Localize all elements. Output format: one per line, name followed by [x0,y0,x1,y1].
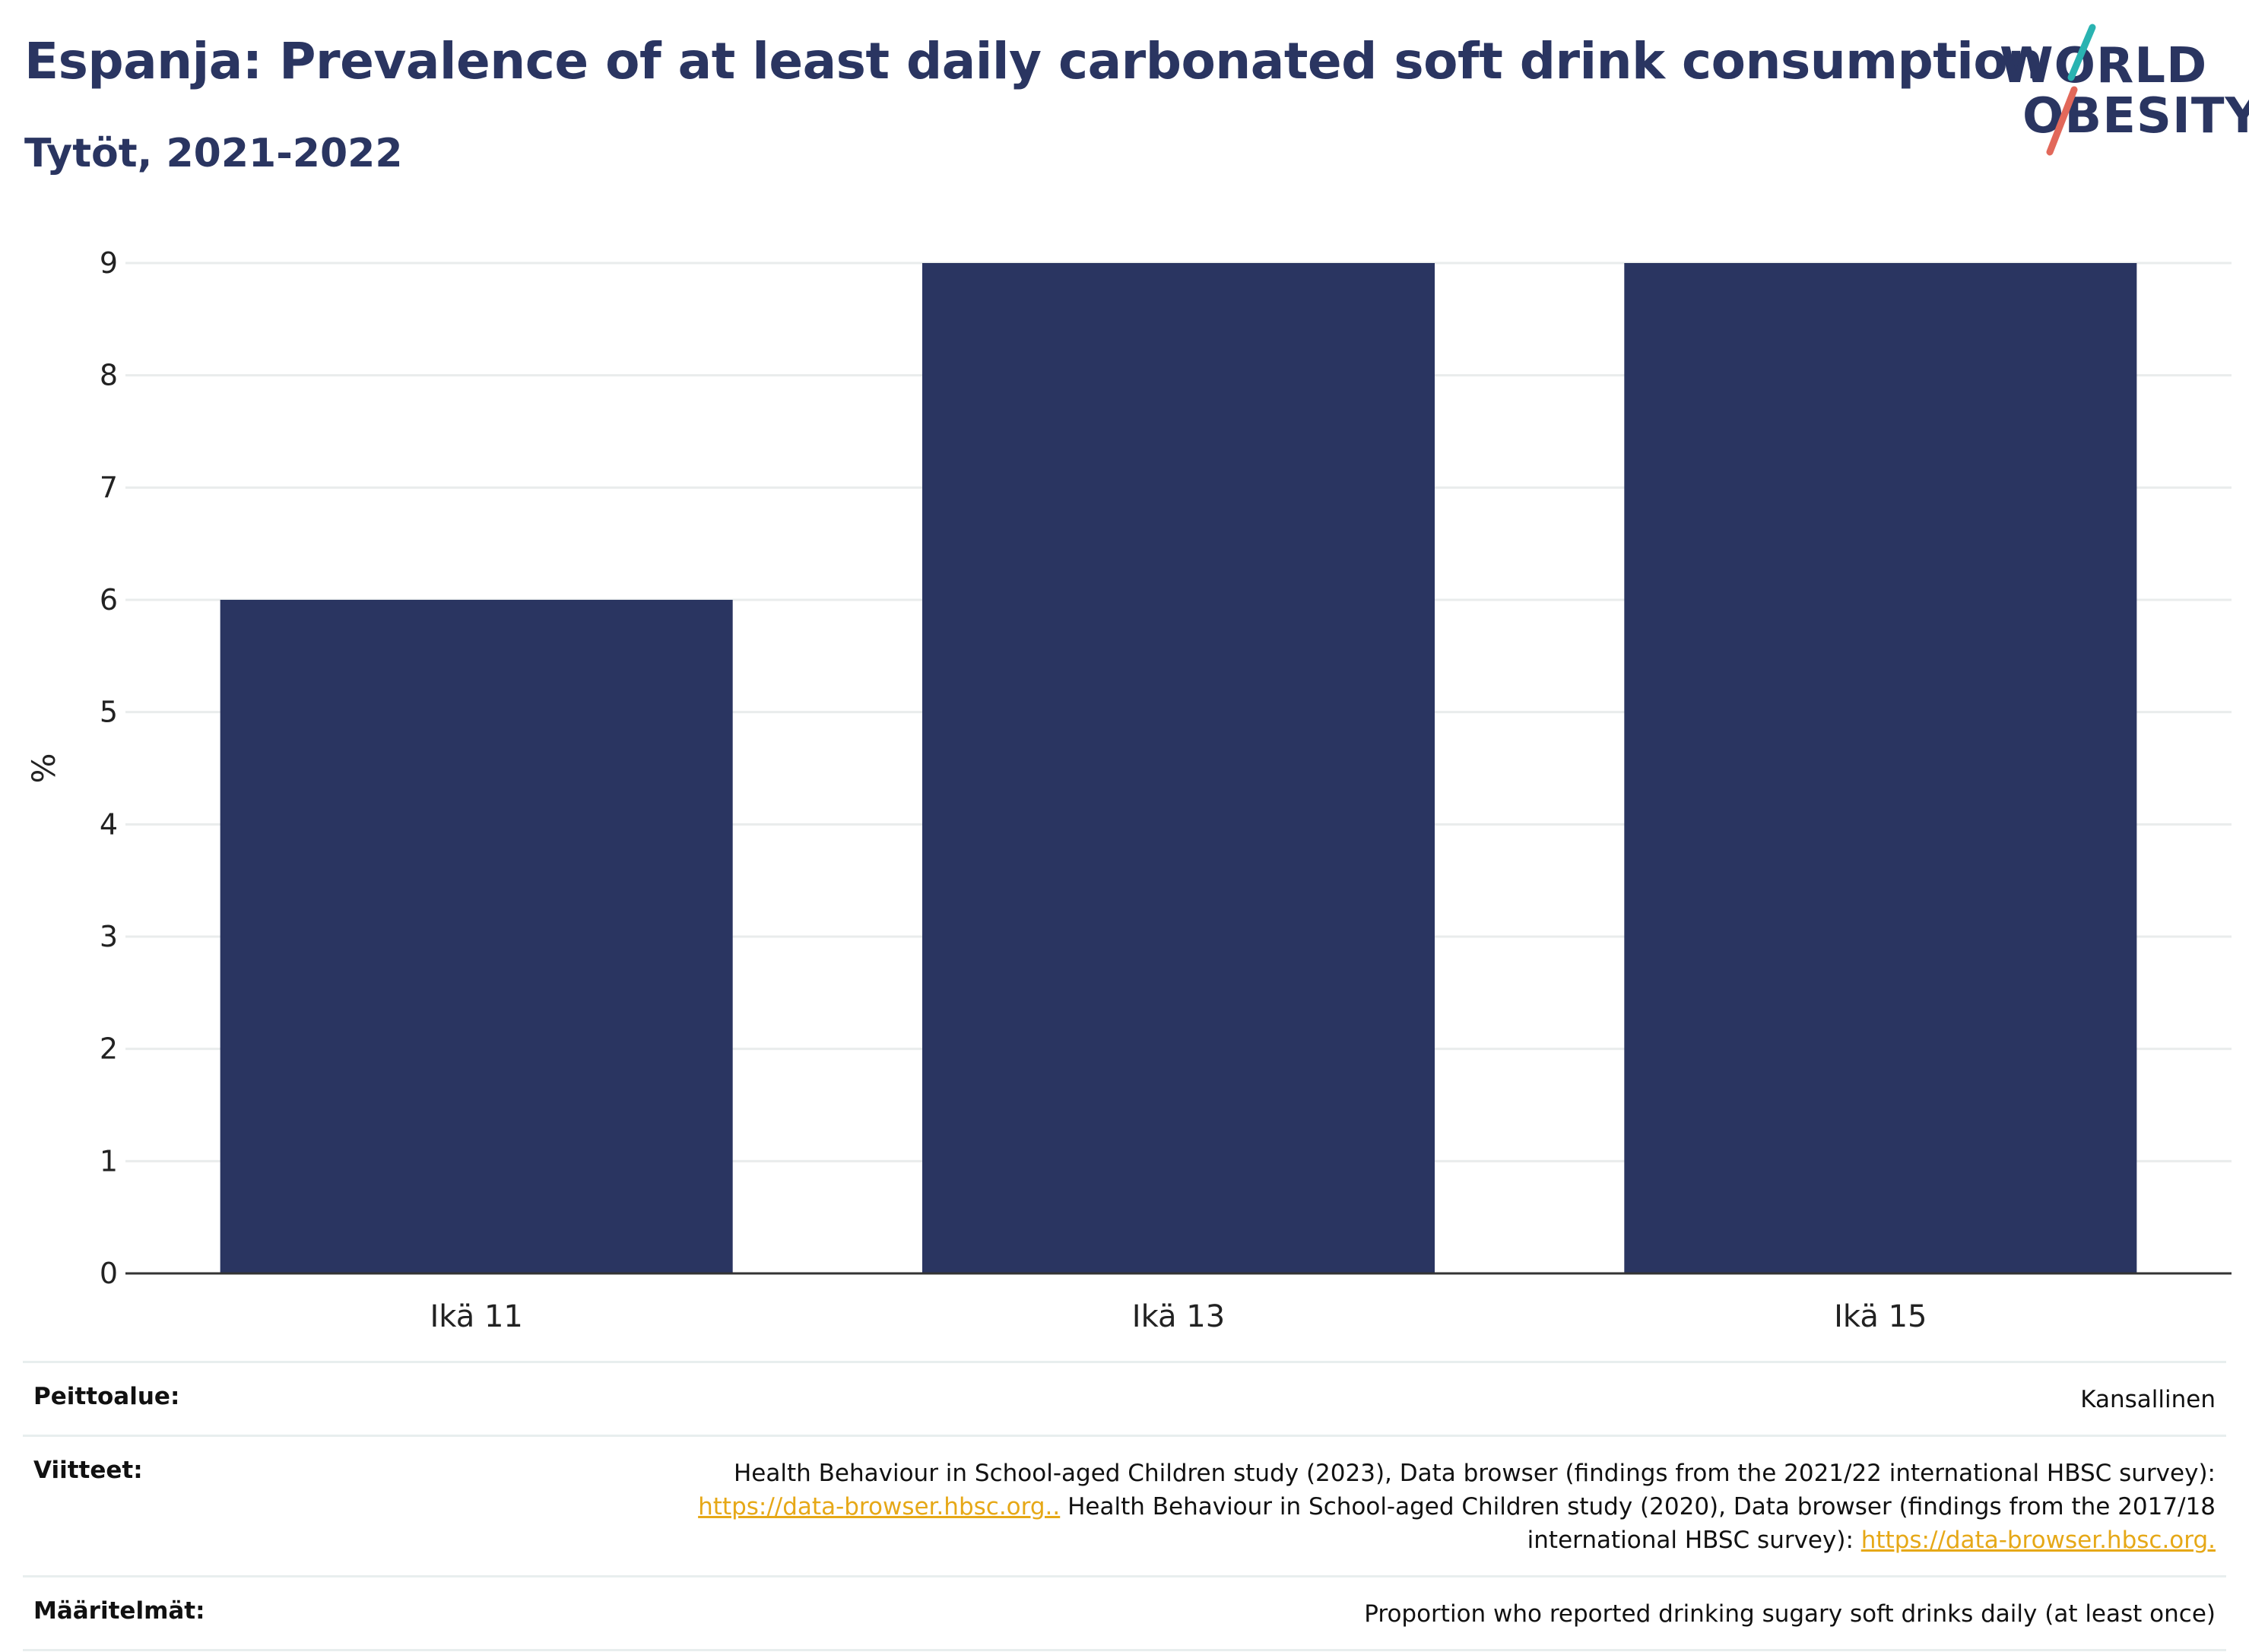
references-label: Viitteet: [33,1457,143,1484]
chart-subtitle: Tytöt, 2021-2022 [24,131,403,176]
axes: 0 1 2 3 4 5 6 7 8 9 Ikä 11 Ikä 13 Ikä 15% [25,246,2232,1334]
x-tick-label: Ikä 13 [1132,1299,1225,1334]
reference-link-1[interactable]: https://data-browser.hbsc.org.. [698,1493,1061,1520]
y-tick-label: 8 [100,359,118,392]
y-tick-label: 0 [100,1257,118,1290]
y-tick-label: 3 [100,920,118,953]
x-tick-label: Ikä 11 [430,1299,522,1334]
y-tick-label: 4 [100,807,118,841]
y-tick-label: 5 [100,696,118,729]
coverage-label: Peittoalue: [33,1383,180,1410]
coverage-value: Kansallinen [2080,1386,2216,1413]
definitions-value: Proportion who reported drinking sugary … [1364,1600,2216,1628]
y-tick-label: 6 [100,583,118,617]
bar-chart: 0 1 2 3 4 5 6 7 8 9 Ikä 11 Ikä 13 Ikä 15% [25,246,2232,1334]
y-axis-label: % [25,753,62,784]
y-tick-label: 7 [100,471,118,504]
logo-slash-icon [2046,24,2096,156]
bar [1624,263,2137,1273]
bar [921,263,1435,1273]
reference-text-1: Health Behaviour in School-aged Children… [734,1460,2216,1487]
y-tick-label: 2 [100,1032,118,1066]
definitions-row: Määritelmät: Proportion who reported dri… [23,1575,2226,1651]
chart-title: Espanja: Prevalence of at least daily ca… [24,32,2043,90]
bar [220,600,733,1273]
bars [220,263,2137,1273]
references-row: Viitteet: Health Behaviour in School-age… [23,1435,2226,1575]
world-obesity-logo: WORLD OBESITY [1977,15,2249,167]
metadata-table: Peittoalue: Kansallinen Viitteet: Health… [23,1361,2226,1651]
reference-text-2: Health Behaviour in School-aged Children… [1067,1493,2216,1554]
y-tick-label: 1 [100,1144,118,1178]
logo-word-world: WORLD [2000,38,2208,94]
coverage-row: Peittoalue: Kansallinen [23,1361,2226,1435]
reference-link-2[interactable]: https://data-browser.hbsc.org. [1860,1527,2216,1554]
definitions-label: Määritelmät: [33,1597,205,1625]
references-value: Health Behaviour in School-aged Children… [657,1457,2216,1557]
x-tick-label: Ikä 15 [1834,1299,1927,1334]
y-tick-label: 9 [100,246,118,280]
